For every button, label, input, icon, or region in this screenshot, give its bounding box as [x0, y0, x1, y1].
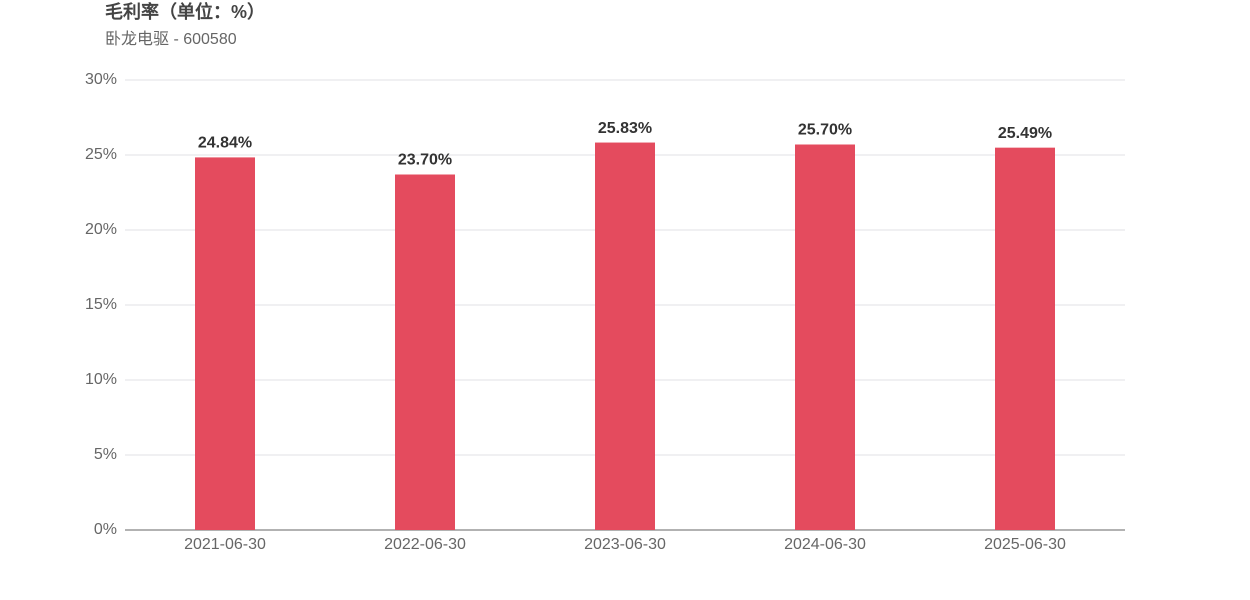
y-tick-label: 10%	[85, 371, 117, 388]
value-label: 25.49%	[998, 125, 1052, 142]
chart-subtitle: 卧龙电驱 - 600580	[105, 30, 237, 48]
x-tick-label: 2024-06-30	[784, 536, 866, 553]
y-tick-label: 5%	[94, 446, 117, 463]
y-tick-label: 20%	[85, 221, 117, 238]
bar	[395, 174, 455, 530]
bar	[195, 157, 255, 530]
x-tick-label: 2023-06-30	[584, 536, 666, 553]
value-label: 25.70%	[798, 122, 852, 139]
x-tick-label: 2025-06-30	[984, 536, 1066, 553]
bar	[995, 147, 1055, 530]
y-tick-label: 25%	[85, 146, 117, 163]
value-label: 25.83%	[598, 120, 652, 137]
bar	[795, 144, 855, 530]
x-tick-label: 2021-06-30	[184, 536, 266, 553]
value-label: 24.84%	[198, 135, 252, 152]
y-tick-label: 30%	[85, 71, 117, 88]
chart-title: 毛利率（单位：%）	[105, 1, 265, 22]
x-tick-label: 2022-06-30	[384, 536, 466, 553]
y-tick-label: 15%	[85, 296, 117, 313]
y-tick-label: 0%	[94, 521, 117, 538]
value-label: 23.70%	[398, 152, 452, 169]
bar	[595, 142, 655, 531]
